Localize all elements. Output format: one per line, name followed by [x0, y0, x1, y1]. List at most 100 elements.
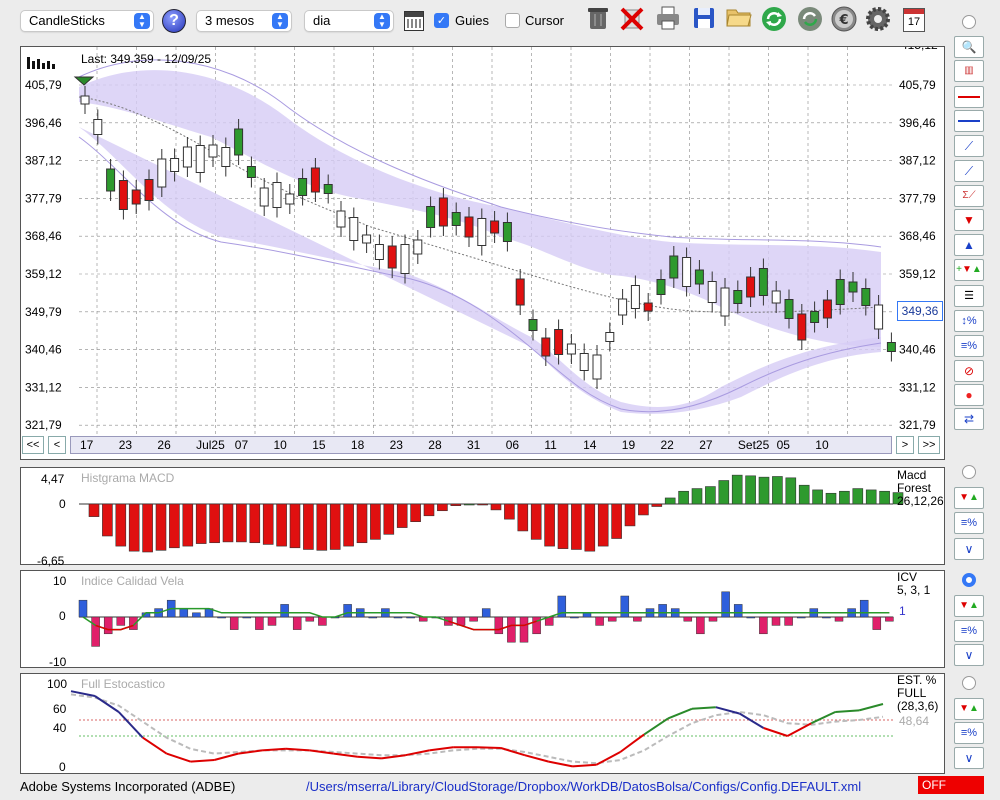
- chart-type-select[interactable]: CandleSticks ▲ ▼: [20, 10, 154, 32]
- candle-body[interactable]: [80, 95, 90, 105]
- candle-body[interactable]: [771, 290, 781, 304]
- cursor-checkbox[interactable]: [505, 13, 520, 28]
- candle-body[interactable]: [746, 276, 756, 298]
- candle-body[interactable]: [362, 234, 372, 244]
- stochastic-chart[interactable]: [21, 674, 944, 773]
- candle-body[interactable]: [259, 187, 269, 207]
- candle-body[interactable]: [643, 302, 653, 312]
- candle-body[interactable]: [566, 343, 576, 355]
- prev-page-button[interactable]: <: [48, 436, 66, 454]
- chart-mode-icon[interactable]: ▥: [954, 60, 984, 82]
- candle-body[interactable]: [477, 218, 487, 246]
- stoch-percent-icon[interactable]: ≡%: [954, 722, 984, 744]
- candle-body[interactable]: [784, 299, 794, 319]
- euro-icon[interactable]: €: [830, 6, 858, 34]
- candle-body[interactable]: [336, 210, 346, 228]
- trendline-icon[interactable]: ⟋: [954, 160, 984, 182]
- candle-body[interactable]: [131, 189, 141, 205]
- candle-body[interactable]: [374, 244, 384, 260]
- candle-body[interactable]: [387, 245, 397, 269]
- candle-body[interactable]: [426, 206, 436, 228]
- candle-body[interactable]: [694, 269, 704, 285]
- candle-body[interactable]: [707, 281, 717, 303]
- next-page-button[interactable]: >: [896, 436, 914, 454]
- candle-body[interactable]: [272, 182, 282, 208]
- candle-body[interactable]: [630, 285, 640, 309]
- trash-icon[interactable]: [584, 6, 612, 34]
- candle-body[interactable]: [541, 337, 551, 357]
- candle-body[interactable]: [618, 298, 628, 316]
- candle-body[interactable]: [758, 268, 768, 296]
- icv-chart[interactable]: [21, 571, 944, 667]
- candle-body[interactable]: [195, 145, 205, 173]
- add-signals-icon[interactable]: +▼▲: [954, 259, 984, 281]
- last-page-button[interactable]: >>: [918, 436, 940, 454]
- horizontal-line-blue-icon[interactable]: [954, 110, 984, 132]
- no-entry-icon[interactable]: ⊘: [954, 360, 984, 382]
- candle-body[interactable]: [848, 281, 858, 293]
- swap-arrows-icon[interactable]: ⇄: [954, 408, 984, 430]
- print-icon[interactable]: [654, 6, 682, 34]
- record-dot-icon[interactable]: ●: [954, 384, 984, 406]
- candle-body[interactable]: [182, 146, 192, 168]
- stoch-curve-icon[interactable]: ∨: [954, 747, 984, 769]
- sync-icon[interactable]: [796, 6, 824, 34]
- delete-x-icon[interactable]: [618, 6, 646, 34]
- candle-body[interactable]: [144, 179, 154, 201]
- channel-draw-icon[interactable]: ⟋: [954, 135, 984, 157]
- percent-range-icon[interactable]: ↕%: [954, 310, 984, 332]
- candle-body[interactable]: [234, 128, 244, 156]
- candle-body[interactable]: [682, 257, 692, 287]
- candle-body[interactable]: [579, 353, 589, 371]
- arrow-up-blue-icon[interactable]: ▲: [954, 234, 984, 256]
- candle-body[interactable]: [285, 193, 295, 205]
- interval-select[interactable]: dia ▲ ▼: [304, 10, 394, 32]
- candle-body[interactable]: [464, 216, 474, 238]
- config-path-link[interactable]: /Users/mserra/Library/CloudStorage/Dropb…: [306, 779, 862, 794]
- open-folder-icon[interactable]: [725, 6, 753, 34]
- candle-body[interactable]: [861, 288, 871, 306]
- macd-radio[interactable]: [962, 465, 976, 479]
- date-axis[interactable]: 17 23 26 Jul25 07 10 15 18 23 28 31 06 11 14 19 22 27 Set…: [70, 436, 892, 454]
- candle-body[interactable]: [310, 167, 320, 193]
- save-icon[interactable]: [690, 6, 718, 34]
- candle-body[interactable]: [669, 255, 679, 279]
- candle-body[interactable]: [502, 222, 512, 242]
- candle-body[interactable]: [720, 287, 730, 317]
- candle-body[interactable]: [118, 180, 128, 210]
- first-page-button[interactable]: <<: [22, 436, 44, 454]
- candle-body[interactable]: [246, 166, 256, 178]
- candle-body[interactable]: [886, 342, 896, 352]
- macd-curve-icon[interactable]: ∨: [954, 538, 984, 560]
- candle-body[interactable]: [797, 313, 807, 341]
- candle-body[interactable]: [170, 158, 180, 172]
- stoch-radio[interactable]: [962, 676, 976, 690]
- icv-signals-icon[interactable]: ▼▲: [954, 595, 984, 617]
- candle-body[interactable]: [438, 197, 448, 227]
- candle-body[interactable]: [554, 329, 564, 355]
- candle-body[interactable]: [822, 299, 832, 319]
- macd-signals-icon[interactable]: ▼▲: [954, 487, 984, 509]
- candle-body[interactable]: [221, 147, 231, 167]
- candle-body[interactable]: [490, 220, 500, 234]
- sum-line-icon[interactable]: Σ⟋: [954, 185, 984, 207]
- main-radio[interactable]: [962, 15, 976, 29]
- percent-lines-icon[interactable]: ≡%: [954, 335, 984, 357]
- icv-curve-icon[interactable]: ∨: [954, 644, 984, 666]
- guides-checkbox[interactable]: ✓: [434, 13, 449, 28]
- candle-body[interactable]: [208, 144, 218, 158]
- candle-body[interactable]: [605, 332, 615, 342]
- candle-body[interactable]: [413, 239, 423, 255]
- settings-gear-icon[interactable]: [864, 6, 892, 34]
- macd-percent-icon[interactable]: ≡%: [954, 512, 984, 534]
- arrow-down-red-icon[interactable]: ▼: [954, 209, 984, 231]
- candle-body[interactable]: [323, 184, 333, 194]
- icv-radio[interactable]: [962, 573, 976, 587]
- candle-body[interactable]: [400, 244, 410, 274]
- candle-body[interactable]: [93, 119, 103, 135]
- candle-body[interactable]: [349, 217, 359, 241]
- candle-body[interactable]: [810, 311, 820, 323]
- candlestick-chart[interactable]: 405,79 405,79 396,46 396,46 387,12 387,12 377,…: [21, 47, 944, 459]
- candle-body[interactable]: [592, 354, 602, 380]
- candle-body[interactable]: [528, 319, 538, 331]
